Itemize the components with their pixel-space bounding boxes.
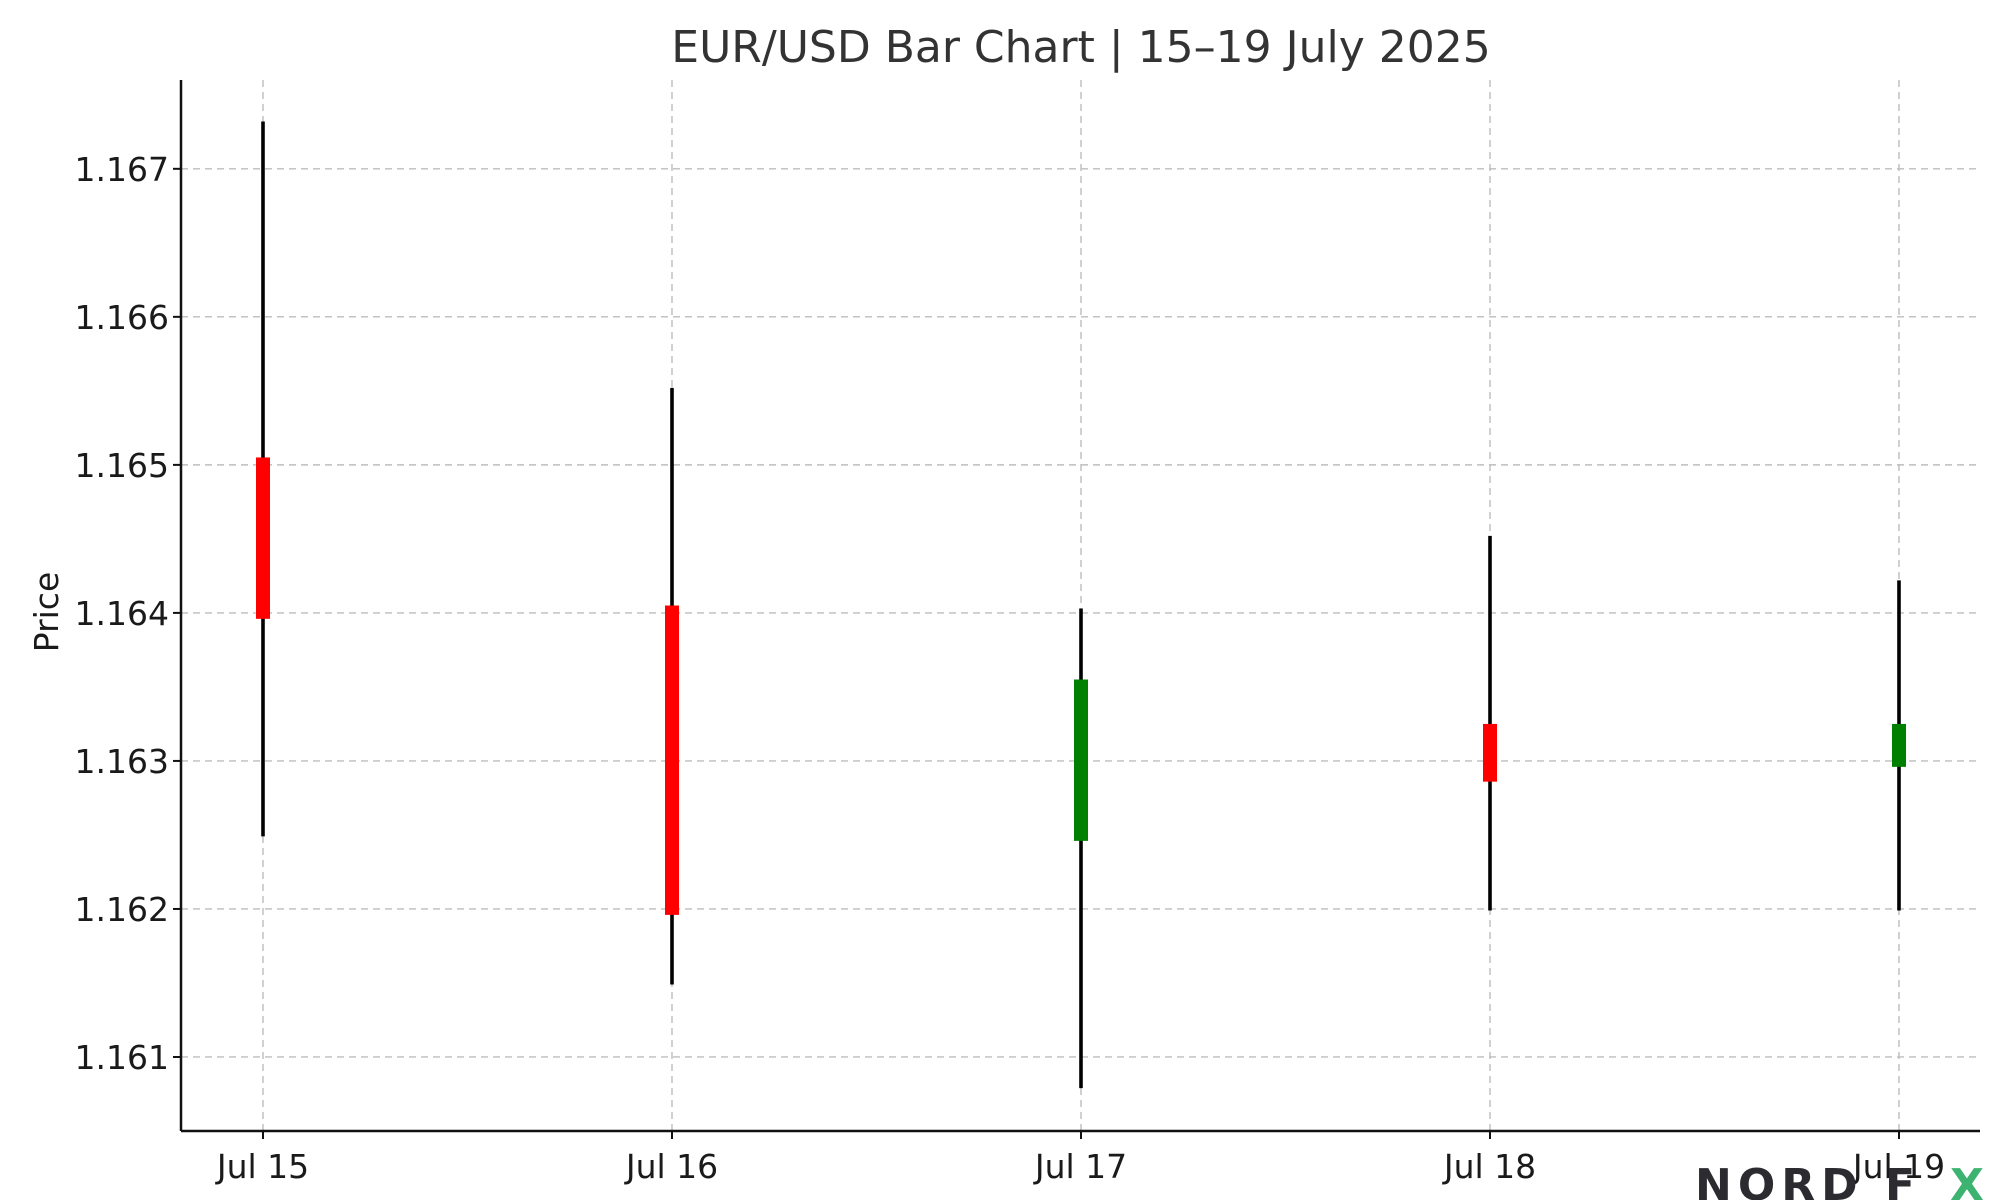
y-tick-label: 1.165 [75, 446, 169, 485]
ohlc-bar [665, 387, 679, 985]
x-axis-ticks: Jul 15 Jul 16 Jul 17 Jul 18 Jul 19 [215, 1131, 1945, 1186]
logo-accent-x: X [1950, 1160, 1984, 1200]
ohlc-body [1074, 679, 1088, 841]
ohlc-body [665, 605, 679, 915]
chart-title: EUR/USD Bar Chart | 15–19 July 2025 [671, 22, 1490, 73]
nordfx-logo: NORD F X [1695, 1160, 1984, 1200]
ohlc-bar [1483, 535, 1497, 911]
y-axis-label: Price [27, 572, 66, 653]
ohlc-bar [256, 121, 270, 837]
logo-wordmark: NORD F [1695, 1160, 1921, 1200]
ohlc-body [256, 457, 270, 619]
y-axis-ticks: 1.161 1.162 1.163 1.164 1.165 1.166 1.167 [75, 150, 181, 1077]
x-tick-label: Jul 17 [1033, 1147, 1127, 1186]
ohlc-bar [1074, 608, 1088, 1089]
y-tick-label: 1.167 [75, 150, 169, 189]
x-tick-label: Jul 19 [1851, 1147, 1945, 1186]
ohlc-body [1892, 723, 1906, 767]
x-tick-label: Jul 16 [624, 1147, 718, 1186]
y-tick-label: 1.163 [75, 742, 169, 781]
ohlc-bar [1892, 580, 1906, 911]
y-tick-label: 1.162 [75, 890, 169, 929]
y-tick-label: 1.161 [75, 1038, 169, 1077]
y-tick-label: 1.166 [75, 298, 169, 337]
x-tick-label: Jul 18 [1442, 1147, 1536, 1186]
price-bars [256, 121, 1906, 1089]
ohlc-body [1483, 723, 1497, 782]
y-tick-label: 1.164 [75, 594, 169, 633]
x-tick-label: Jul 15 [215, 1147, 309, 1186]
